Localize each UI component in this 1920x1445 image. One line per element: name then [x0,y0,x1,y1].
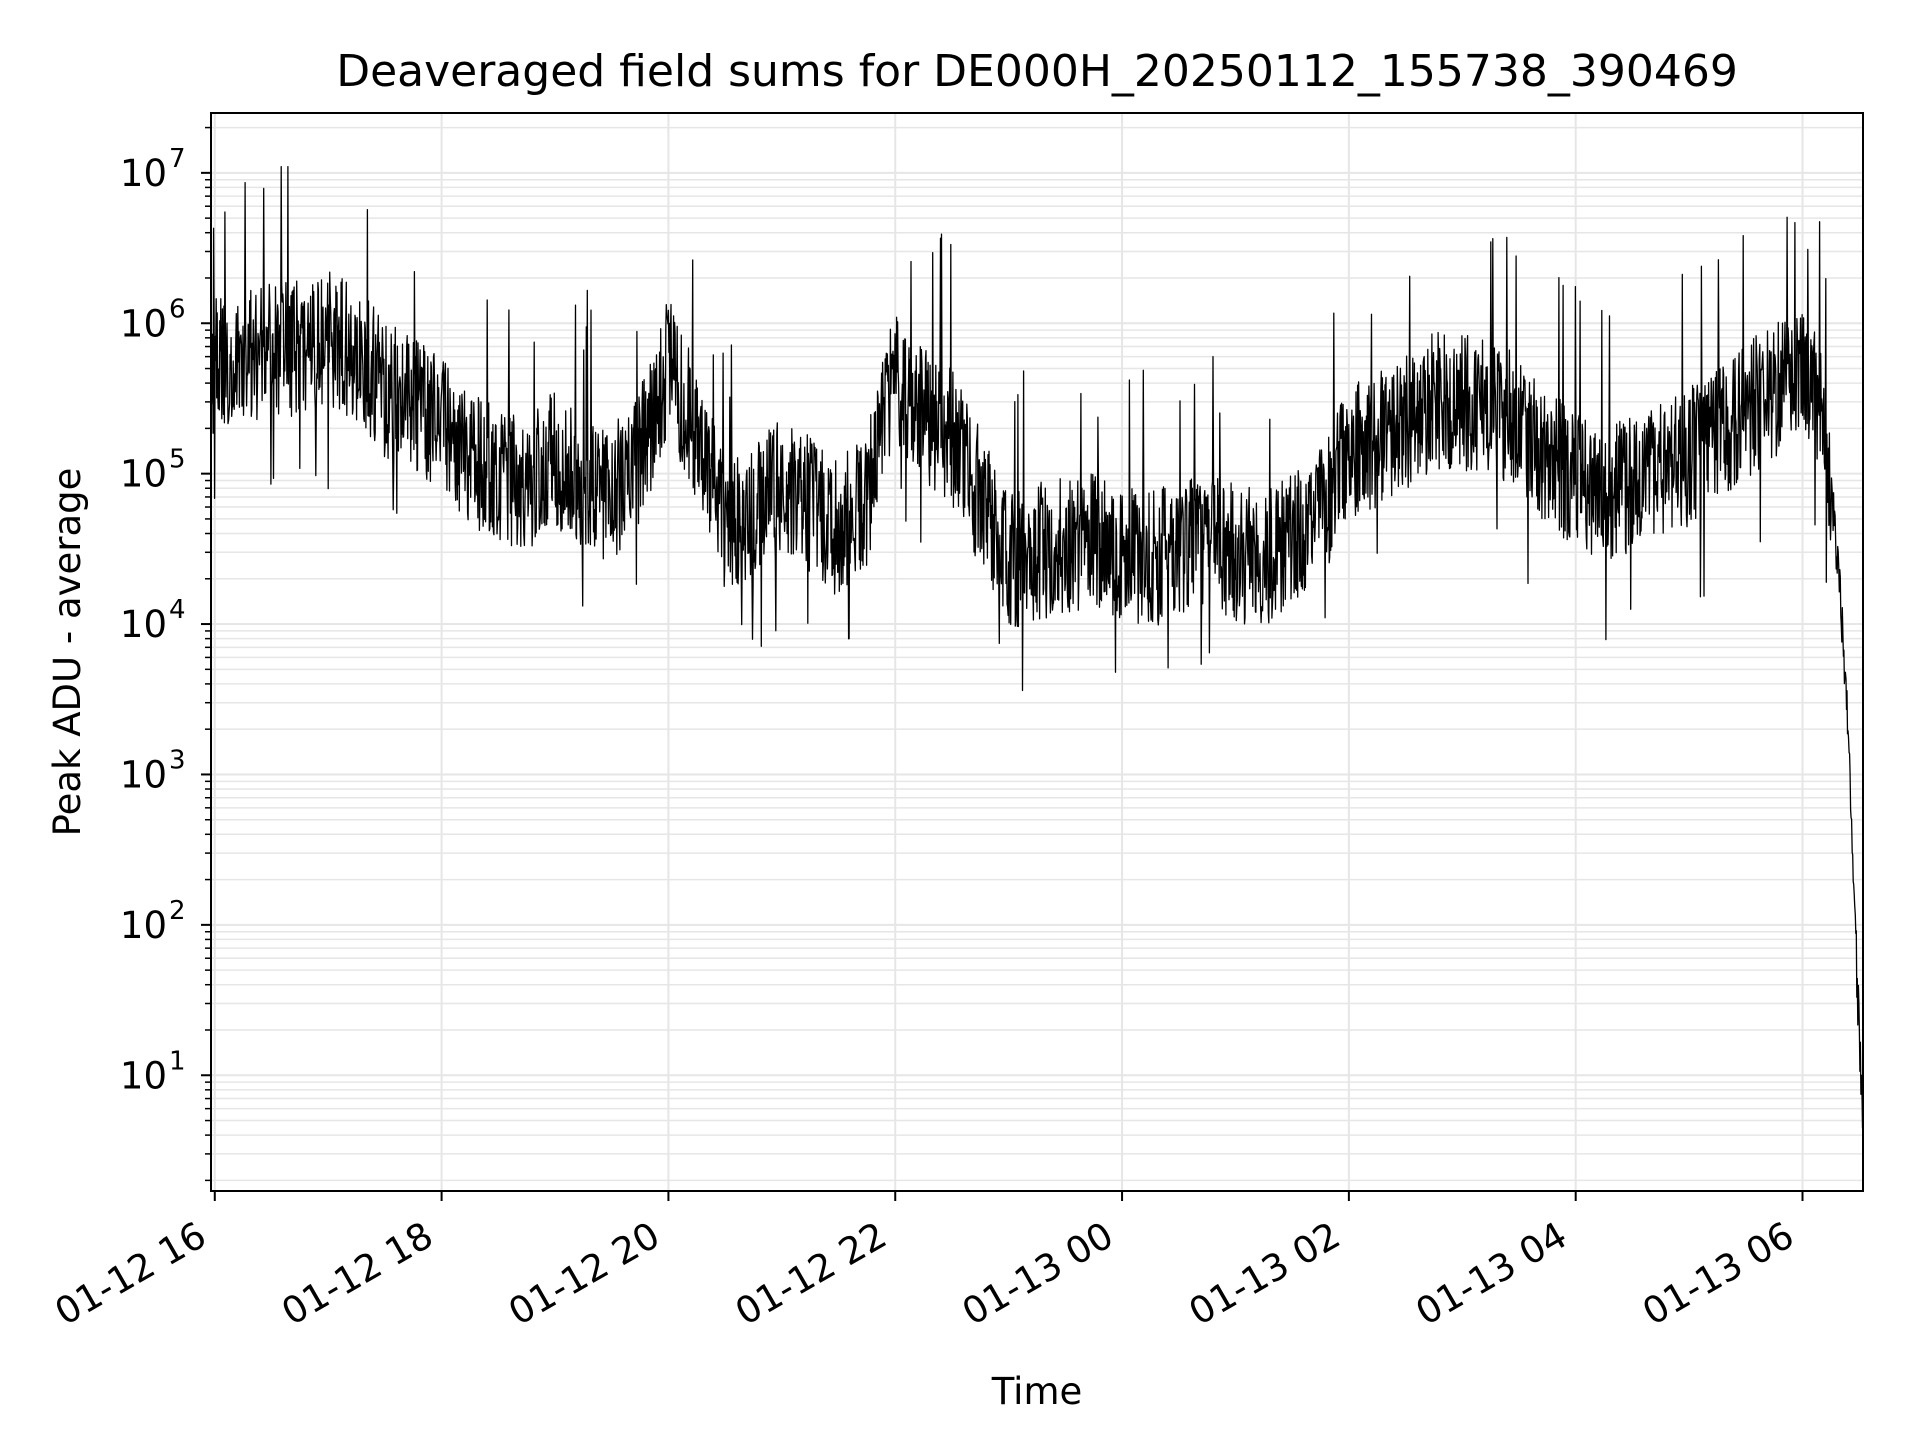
y-tick-label-exponent: 7 [169,144,186,174]
y-tick-label: 10 [120,904,167,947]
y-tick-label-exponent: 2 [169,896,186,926]
y-tick-label: 10 [120,302,167,345]
y-tick-label-exponent: 1 [169,1046,186,1076]
y-tick-label-exponent: 4 [169,595,186,625]
y-axis-label: Peak ADU - average [46,468,89,837]
y-tick-label: 10 [120,1054,167,1097]
y-tick-label-exponent: 5 [169,445,186,475]
y-tick-label-exponent: 6 [169,294,186,324]
series-group [210,165,1864,1129]
y-tick-label-exponent: 3 [169,745,186,775]
x-axis-label: Time [991,1370,1083,1413]
plot-frame [210,112,1864,1192]
chart-title: Deaveraged field sums for DE000H_2025011… [336,46,1738,97]
data-series-line [210,165,1864,1129]
y-tick-label: 10 [120,753,167,796]
y-tick-label: 10 [120,603,167,646]
y-tick-label: 10 [120,152,167,195]
y-tick-label: 10 [120,453,167,496]
